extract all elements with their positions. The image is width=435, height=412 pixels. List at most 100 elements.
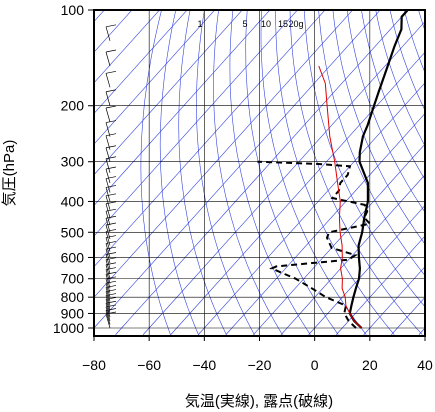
wind-barb-flag [105, 300, 117, 304]
wind-barb-flag [105, 293, 117, 296]
isotherm-line [363, 266, 425, 335]
y-tick-label: 500 [61, 224, 85, 240]
x-axis-title: 気温(実線), 露点(破線) [185, 393, 333, 410]
wind-barb [105, 107, 111, 123]
wind-barb [105, 26, 111, 41]
wind-barb [105, 122, 111, 137]
x-tick-label: 0 [311, 357, 319, 373]
wind-barb [105, 195, 111, 210]
dry-adiabat-line [346, 10, 425, 213]
isotherm-line [225, 113, 425, 335]
isotherm-line [94, 10, 216, 145]
y-axis-title: 気圧(hPa) [1, 140, 18, 207]
dry-adiabat-line [429, 0, 435, 335]
dry-adiabat-line [178, 10, 227, 335]
wind-barb [105, 303, 111, 318]
x-tick-label: −40 [192, 357, 216, 373]
y-tick-label: 400 [61, 193, 85, 209]
mixing-ratio-label: 20g [288, 19, 303, 29]
y-tick-label: 100 [61, 2, 85, 18]
isotherm-line [94, 10, 243, 176]
x-tick-label: 40 [417, 357, 433, 373]
x-tick-label: −60 [137, 357, 161, 373]
wind-barb [105, 291, 111, 306]
wind-barb [105, 187, 111, 202]
x-tick-label: −20 [248, 357, 272, 373]
wind-barb-flag [105, 201, 117, 205]
wind-barb-flag [105, 289, 117, 292]
dry-adiabat-line [318, 10, 425, 277]
wind-barb [105, 135, 111, 150]
wind-barb [105, 313, 111, 329]
wind-barb-flag [105, 24, 117, 28]
wind-barb [105, 274, 111, 289]
wind-barb [105, 73, 111, 88]
dry-adiabat-lines [140, 0, 435, 335]
y-tick-label: 900 [61, 305, 85, 321]
wind-barb [105, 278, 111, 293]
wind-barb-flag [105, 166, 117, 170]
mixing-ratio-label: 10 [261, 19, 271, 29]
dry-adiabat-line [213, 10, 283, 335]
isotherm-line [418, 327, 425, 335]
dry-adiabat-line [332, 10, 425, 245]
y-tick-label: 200 [61, 98, 85, 114]
wind-barb-flag [105, 271, 117, 275]
dry-adiabat-line [275, 10, 395, 335]
isotherm-line [94, 10, 298, 237]
wind-barb-flag [105, 304, 117, 308]
mixing-ratio-label: 15 [278, 19, 288, 29]
wind-barb [105, 259, 111, 274]
wind-barb-flag [105, 185, 117, 188]
dry-adiabat-line [303, 10, 425, 308]
dry-adiabat-line [245, 10, 339, 335]
dry-adiabat-line [140, 10, 171, 335]
wind-barb [105, 158, 111, 173]
wind-barb [105, 269, 111, 284]
wind-barb [105, 51, 111, 67]
wind-barb-flag [105, 276, 117, 280]
wind-barb-flag [105, 285, 117, 288]
wind-barb [105, 254, 111, 269]
wind-barb [105, 147, 111, 162]
wind-barb-flag [105, 176, 117, 179]
wind-barb [105, 91, 111, 106]
wind-barb-flag [105, 120, 117, 123]
y-tick-label: 300 [61, 154, 85, 170]
wind-barbs [105, 24, 117, 329]
isotherm-line [335, 235, 425, 335]
dewpoint-line [257, 160, 372, 329]
mixing-ratio-label: 5 [242, 19, 247, 29]
temperature-line [348, 10, 409, 329]
isotherm-line [94, 10, 160, 84]
wind-barb-flag [105, 297, 117, 300]
wind-barb [105, 224, 111, 240]
y-tick-label: 700 [61, 271, 85, 287]
dry-adiabat-line [159, 10, 199, 335]
wind-barb [105, 299, 111, 314]
isotherm-line [170, 51, 425, 335]
wind-barb-flag [105, 208, 117, 212]
wind-barb [105, 310, 111, 325]
y-tick-label: 600 [61, 249, 85, 265]
wind-barb [105, 237, 111, 252]
isotherm-line [142, 21, 425, 335]
isotherm-line [280, 174, 425, 335]
wind-barb [105, 231, 111, 246]
isotherm-line [115, 10, 409, 335]
isotherm-line [94, 10, 188, 114]
wind-barb [105, 178, 111, 193]
dry-adiabat-line [229, 10, 311, 335]
wind-barb-flag [105, 133, 117, 137]
wind-barb [105, 218, 111, 233]
wind-barb [105, 295, 111, 310]
wind-barb-flag [105, 280, 117, 284]
wind-barb [105, 211, 111, 226]
wind-barb [105, 168, 111, 184]
isotherm-line [94, 10, 271, 206]
wind-barb-flag [105, 70, 117, 74]
wind-barb [105, 243, 111, 258]
